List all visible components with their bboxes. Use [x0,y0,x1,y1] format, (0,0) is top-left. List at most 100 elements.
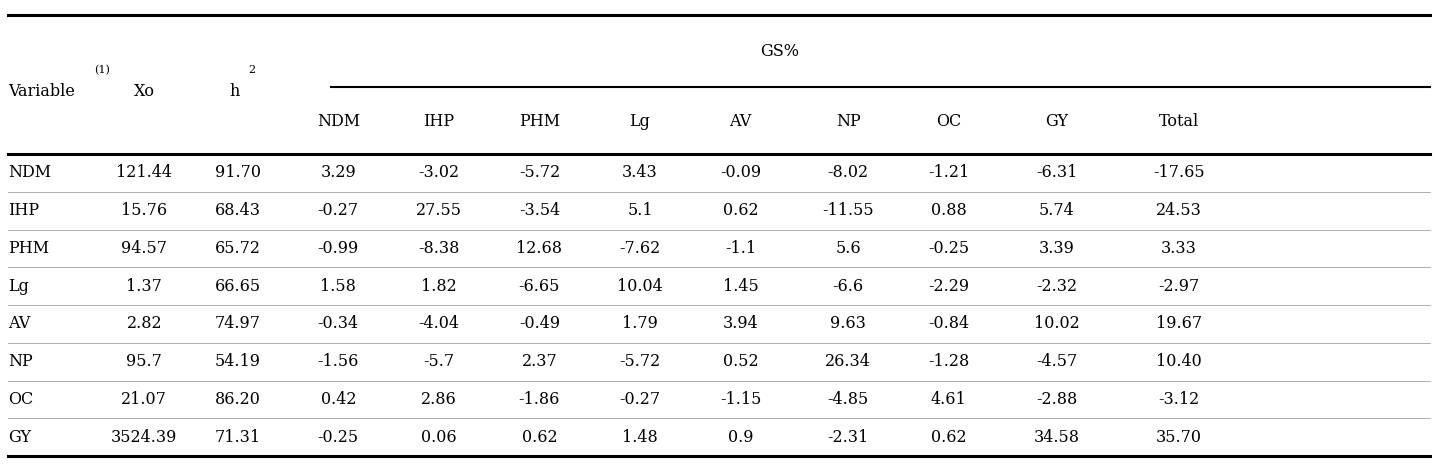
Text: Lg: Lg [7,278,29,295]
Text: -0.49: -0.49 [519,315,559,332]
Text: 10.02: 10.02 [1034,315,1080,332]
Text: 34.58: 34.58 [1034,429,1080,445]
Text: PHM: PHM [7,240,49,257]
Text: -5.72: -5.72 [519,164,559,181]
Text: 3.39: 3.39 [1038,240,1074,257]
Text: 3.43: 3.43 [623,164,657,181]
Text: -0.25: -0.25 [929,240,969,257]
Text: -3.12: -3.12 [1158,391,1199,408]
Text: -6.65: -6.65 [519,278,561,295]
Text: -0.09: -0.09 [720,164,761,181]
Text: 12.68: 12.68 [516,240,562,257]
Text: 54.19: 54.19 [214,353,260,370]
Text: -1.15: -1.15 [720,391,761,408]
Text: -1.21: -1.21 [929,164,969,181]
Text: 94.57: 94.57 [121,240,167,257]
Text: 19.67: 19.67 [1156,315,1202,332]
Text: -11.55: -11.55 [823,202,874,219]
Text: 1.45: 1.45 [723,278,758,295]
Text: 0.62: 0.62 [930,429,966,445]
Text: 1.82: 1.82 [421,278,457,295]
Text: 0.52: 0.52 [723,353,758,370]
Text: -8.38: -8.38 [418,240,460,257]
Text: 95.7: 95.7 [127,353,162,370]
Text: 4.61: 4.61 [930,391,966,408]
Text: -8.02: -8.02 [828,164,869,181]
Text: -0.27: -0.27 [318,202,360,219]
Text: -0.25: -0.25 [318,429,360,445]
Text: -1.1: -1.1 [725,240,756,257]
Text: Xo: Xo [134,83,155,100]
Text: 71.31: 71.31 [214,429,260,445]
Text: 21.07: 21.07 [121,391,167,408]
Text: 74.97: 74.97 [214,315,260,332]
Text: -4.57: -4.57 [1035,353,1077,370]
Text: GY: GY [1045,113,1068,130]
Text: OC: OC [7,391,33,408]
Text: -0.99: -0.99 [318,240,360,257]
Text: 121.44: 121.44 [116,164,173,181]
Text: 0.42: 0.42 [321,391,357,408]
Text: 68.43: 68.43 [214,202,260,219]
Text: 3.33: 3.33 [1160,240,1196,257]
Text: Variable: Variable [7,83,75,100]
Text: -5.7: -5.7 [423,353,454,370]
Text: 1.79: 1.79 [623,315,659,332]
Text: -2.88: -2.88 [1035,391,1077,408]
Text: Total: Total [1159,113,1199,130]
Text: Lg: Lg [630,113,650,130]
Text: -2.31: -2.31 [828,429,869,445]
Text: 2.86: 2.86 [421,391,457,408]
Text: OC: OC [936,113,962,130]
Text: AV: AV [729,113,752,130]
Text: GY: GY [7,429,32,445]
Text: 1.37: 1.37 [127,278,162,295]
Text: -7.62: -7.62 [620,240,660,257]
Text: -1.28: -1.28 [929,353,969,370]
Text: 35.70: 35.70 [1156,429,1202,445]
Text: -6.6: -6.6 [833,278,864,295]
Text: 0.62: 0.62 [723,202,758,219]
Text: -4.85: -4.85 [828,391,869,408]
Text: 0.62: 0.62 [522,429,558,445]
Text: NDM: NDM [316,113,360,130]
Text: 3.29: 3.29 [321,164,357,181]
Text: 5.74: 5.74 [1038,202,1074,219]
Text: -1.86: -1.86 [519,391,561,408]
Text: -2.32: -2.32 [1035,278,1077,295]
Text: -3.02: -3.02 [418,164,459,181]
Text: IHP: IHP [423,113,454,130]
Text: 24.53: 24.53 [1156,202,1202,219]
Text: 86.20: 86.20 [214,391,260,408]
Text: -17.65: -17.65 [1153,164,1205,181]
Text: -5.72: -5.72 [620,353,660,370]
Text: -0.27: -0.27 [620,391,660,408]
Text: AV: AV [7,315,30,332]
Text: 10.40: 10.40 [1156,353,1202,370]
Text: 5.1: 5.1 [627,202,653,219]
Text: 0.88: 0.88 [930,202,966,219]
Text: NDM: NDM [7,164,50,181]
Text: 2.37: 2.37 [522,353,558,370]
Text: 65.72: 65.72 [214,240,260,257]
Text: 0.06: 0.06 [421,429,457,445]
Text: 3524.39: 3524.39 [111,429,177,445]
Text: 5.6: 5.6 [835,240,861,257]
Text: PHM: PHM [519,113,559,130]
Text: h: h [229,83,240,100]
Text: 26.34: 26.34 [825,353,871,370]
Text: 9.63: 9.63 [830,315,866,332]
Text: -0.84: -0.84 [929,315,969,332]
Text: 1.58: 1.58 [321,278,357,295]
Text: -1.56: -1.56 [318,353,360,370]
Text: -2.97: -2.97 [1158,278,1199,295]
Text: 10.04: 10.04 [617,278,663,295]
Text: 27.55: 27.55 [416,202,462,219]
Text: GS%: GS% [761,43,800,60]
Text: NP: NP [835,113,861,130]
Text: 91.70: 91.70 [214,164,260,181]
Text: 15.76: 15.76 [121,202,167,219]
Text: 66.65: 66.65 [214,278,260,295]
Text: -0.34: -0.34 [318,315,360,332]
Text: 1.48: 1.48 [623,429,657,445]
